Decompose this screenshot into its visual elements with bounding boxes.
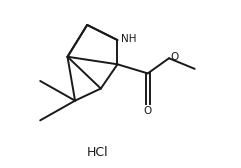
Text: HCl: HCl <box>87 146 109 159</box>
Text: NH: NH <box>121 34 137 44</box>
Text: O: O <box>170 52 178 62</box>
Text: O: O <box>143 106 151 116</box>
